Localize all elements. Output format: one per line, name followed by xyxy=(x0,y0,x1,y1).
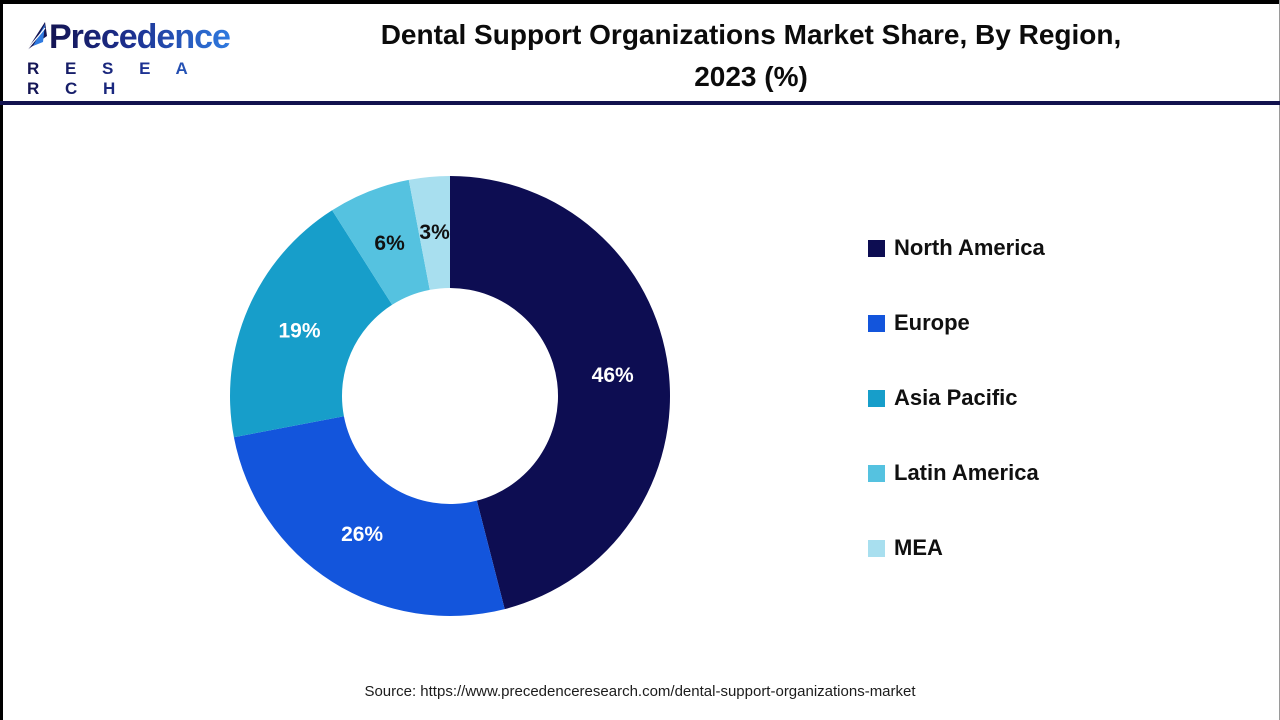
header: Precedence R E S E A R C H Dental Suppor… xyxy=(3,4,1279,102)
chart-title: Dental Support Organizations Market Shar… xyxy=(238,14,1264,98)
legend-swatch-north-america xyxy=(868,239,885,257)
legend-label-europe: Europe xyxy=(894,310,970,335)
legend-swatch-latin-america xyxy=(868,464,885,482)
chart-title-line1: Dental Support Organizations Market Shar… xyxy=(380,19,1122,50)
legend: North America Europe Asia Pacific Latin … xyxy=(868,235,1045,561)
slice-label-latin-america: 6% xyxy=(374,232,405,255)
legend-item-europe: Europe xyxy=(868,310,1045,336)
frame-border-left xyxy=(0,0,3,720)
slice-label-asia-pacific: 19% xyxy=(278,319,320,342)
legend-label-north-america: North America xyxy=(894,235,1045,260)
legend-swatch-mea xyxy=(868,539,885,557)
legend-swatch-asia-pacific xyxy=(868,389,885,407)
chart-title-line2: 2023 (%) xyxy=(694,61,808,92)
logo-name: Precedence xyxy=(49,18,231,56)
logo-subtitle: R E S E A R C H xyxy=(27,59,233,99)
legend-item-mea: MEA xyxy=(868,535,1045,561)
legend-label-mea: MEA xyxy=(894,535,943,560)
legend-item-asia-pacific: Asia Pacific xyxy=(868,385,1045,411)
source-text: Source: https://www.precedenceresearch.c… xyxy=(364,683,916,700)
donut-slice-europe xyxy=(233,416,505,617)
brand-logo: Precedence R E S E A R C H xyxy=(23,18,233,99)
slice-label-north-america: 46% xyxy=(592,364,634,387)
donut-slice-north-america xyxy=(450,176,671,610)
legend-item-north-america: North America xyxy=(868,235,1045,261)
header-divider xyxy=(0,101,1280,105)
donut-slice-latin-america xyxy=(332,179,430,305)
slice-label-europe: 26% xyxy=(341,523,383,546)
donut-slice-mea xyxy=(408,176,450,290)
legend-label-latin-america: Latin America xyxy=(894,460,1039,485)
legend-swatch-europe xyxy=(868,314,885,332)
donut-slice-asia-pacific xyxy=(230,210,393,438)
legend-item-latin-america: Latin America xyxy=(868,460,1045,486)
leaf-icon xyxy=(26,22,47,51)
donut-chart: 46% 26% 19% 6% 3% xyxy=(230,176,671,617)
frame-border-top xyxy=(0,0,1280,4)
legend-label-asia-pacific: Asia Pacific xyxy=(894,385,1018,410)
slice-label-mea: 3% xyxy=(419,221,450,244)
